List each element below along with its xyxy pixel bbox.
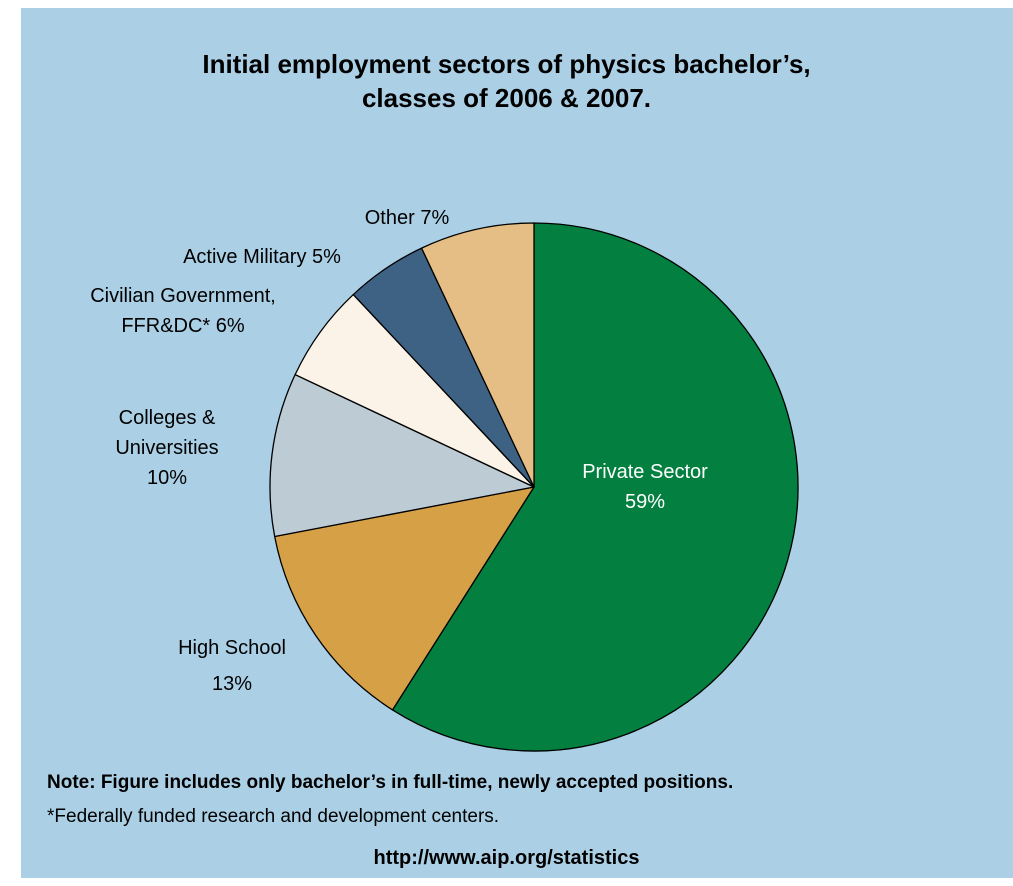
chart-title: Initial employment sectors of physics ba… [0,47,1013,115]
pie-label-private-sector: Private Sector 59% [582,461,708,513]
pie-label-line: Active Military 5% [183,246,341,268]
pie-label-other: Other 7% [365,207,450,229]
pie-label-line: 59% [625,491,665,513]
pie-label-colleges-universities: Colleges & Universities 10% [115,407,218,489]
pie-label-line: High School [178,637,286,659]
chart-title-line-2: classes of 2006 & 2007. [361,83,652,113]
pie-label-line: Colleges & [119,407,216,429]
pie-slice-colleges-universities [269,373,535,538]
pie-slice-high-school [274,486,535,711]
pie-label-line: FFR&DC* 6% [121,315,245,337]
pie-slice-private-sector [391,222,799,752]
pie-label-line: Universities [115,437,218,459]
pie-label-line: 13% [212,673,252,695]
chart-note: Note: Figure includes only bachelor’s in… [47,772,734,793]
source-url: http://www.aip.org/statistics [373,847,640,869]
pie-label-line: Private Sector [582,461,708,483]
pie-labels: Private Sector 59% High School 13% Colleges … [90,207,708,695]
pie-label-high-school: High School 13% [178,637,286,695]
pie-slice-other [420,222,535,488]
pie-label-line: Civilian Government, [90,285,276,307]
pie-label-civilian-government-ffr-dc: Civilian Government, FFR&DC* 6% [90,285,276,337]
chart-footnote: *Federally funded research and developme… [47,806,500,827]
chart-title-line-1: Initial employment sectors of physics ba… [202,49,811,79]
pie-label-line: 10% [147,467,187,489]
pie-label-line: Other 7% [365,207,450,229]
pie-label-active-military: Active Military 5% [183,246,341,268]
pie-slices [269,222,799,752]
